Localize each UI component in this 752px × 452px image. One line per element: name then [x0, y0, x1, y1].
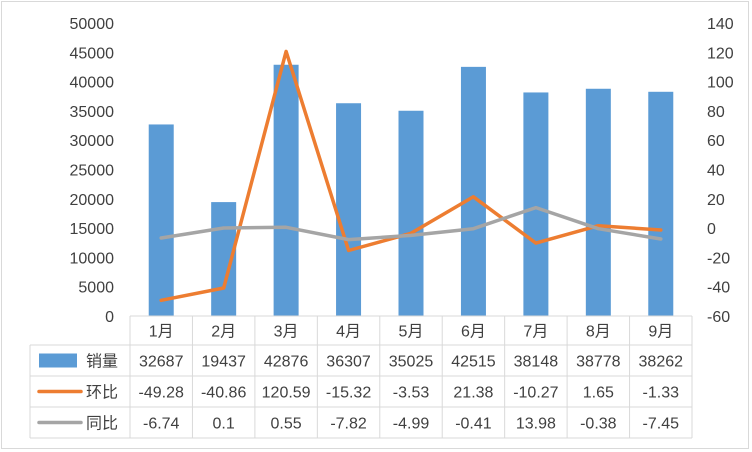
y-left-tick-label: 25000: [70, 163, 115, 180]
data-label: 120.59: [262, 385, 311, 402]
bar-9: [648, 91, 674, 316]
y-left-tick-label: 50000: [70, 16, 115, 33]
y-right-tick-label: -60: [707, 309, 730, 326]
data-label: 38778: [576, 354, 621, 371]
data-label: 19437: [201, 354, 246, 371]
data-label: 1.65: [583, 385, 614, 402]
y-left-tick-label: 5000: [78, 280, 114, 297]
data-label: 32687: [139, 354, 184, 371]
data-label: 42876: [264, 354, 309, 371]
data-label: 0.1: [213, 416, 235, 433]
line-series-mom: [159, 49, 663, 303]
y-right-tick-label: 40: [707, 163, 725, 180]
bar-5: [398, 110, 424, 316]
y-left-tick-label: 30000: [70, 133, 115, 150]
data-label: -40.86: [201, 385, 246, 402]
y-right-tick-label: 140: [707, 16, 734, 33]
y-right-tick-label: -20: [707, 250, 730, 267]
y-right-tick-label: 120: [707, 45, 734, 62]
data-label: -7.82: [330, 416, 367, 433]
y-right-tick-label: -40: [707, 280, 730, 297]
y-left-tick-label: 15000: [70, 221, 115, 238]
x-tick-label: 4月: [336, 324, 361, 341]
x-tick-label: 1月: [149, 324, 174, 341]
data-label: 13.98: [516, 416, 556, 433]
y-left-tick-label: 45000: [70, 45, 115, 62]
x-tick-label: 7月: [523, 324, 548, 341]
y-left-tick-label: 0: [105, 309, 114, 326]
y-right-tick-label: 100: [707, 75, 734, 92]
y-right-tick-label: 80: [707, 104, 725, 121]
x-tick-label: 8月: [586, 324, 611, 341]
bar-1: [148, 124, 174, 316]
data-label: 42515: [451, 354, 496, 371]
y-left-tick-label: 10000: [70, 250, 115, 267]
data-label: 35025: [389, 354, 434, 371]
x-tick-label: 2月: [211, 324, 236, 341]
data-label: -0.41: [455, 416, 492, 433]
bar-8: [585, 88, 611, 316]
bar-4: [336, 103, 362, 316]
y-right-tick-label: 0: [707, 221, 716, 238]
x-tick-label: 3月: [274, 324, 299, 341]
legend-label-mom: 环比: [86, 384, 118, 402]
x-tick-label: 9月: [648, 324, 673, 341]
data-label: -1.33: [643, 385, 680, 402]
data-label: -3.53: [393, 385, 430, 402]
x-tick-label: 5月: [399, 324, 424, 341]
legend-key-sales: [39, 353, 77, 368]
data-label: 38262: [639, 354, 684, 371]
data-label: -4.99: [393, 416, 430, 433]
y-left-tick-label: 35000: [70, 104, 115, 121]
x-tick-label: 6月: [461, 324, 486, 341]
line-series-yoy: [159, 205, 663, 242]
bar-7: [523, 92, 549, 316]
y-left-tick-label: 20000: [70, 192, 115, 209]
data-label: -15.32: [326, 385, 371, 402]
y-right-tick-label: 20: [707, 192, 725, 209]
y-right-tick-label: 60: [707, 133, 725, 150]
data-label: 0.55: [271, 416, 302, 433]
legend-label-yoy: 同比: [86, 415, 118, 433]
data-label: -10.27: [513, 385, 558, 402]
data-label: 21.38: [453, 385, 493, 402]
legend-label-sales: 销量: [86, 353, 118, 371]
bar-3: [273, 64, 299, 316]
data-label: 38148: [514, 354, 559, 371]
data-label: 36307: [326, 354, 371, 371]
data-label: -49.28: [139, 385, 184, 402]
data-label: -6.74: [143, 416, 180, 433]
bar-6: [460, 66, 486, 317]
y-left-tick-label: 40000: [70, 75, 115, 92]
data-label: -0.38: [580, 416, 617, 433]
data-label: -7.45: [643, 416, 680, 433]
